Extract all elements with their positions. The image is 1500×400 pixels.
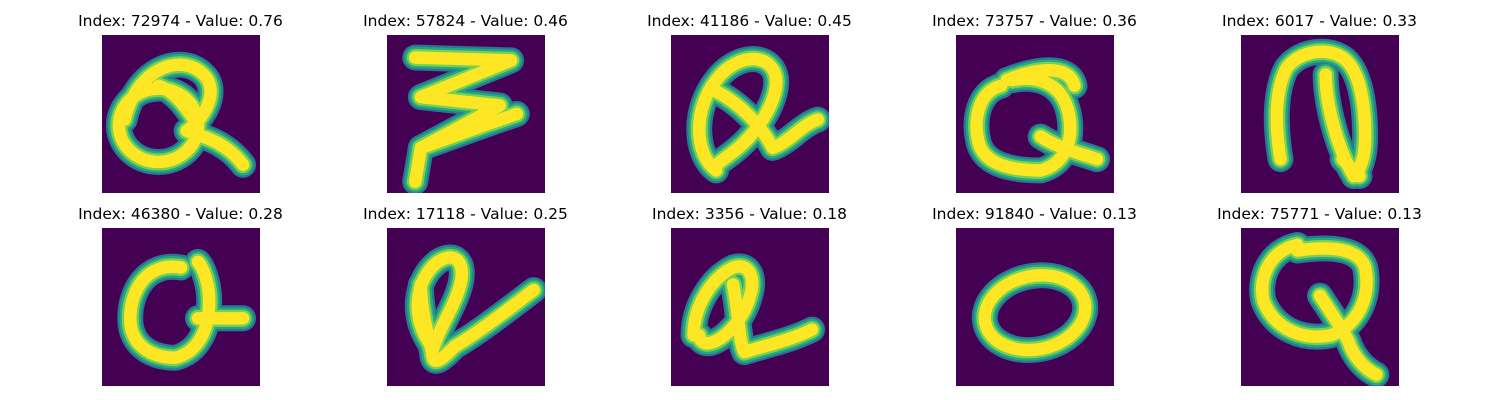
image-panel: Index: 46380 - Value: 0.28	[38, 205, 323, 395]
image-panel: Index: 3356 - Value: 0.18	[607, 205, 892, 395]
image-panel: Index: 41186 - Value: 0.45	[607, 12, 892, 202]
panel-title: Index: 6017 - Value: 0.33	[1222, 12, 1417, 30]
panel-title: Index: 73757 - Value: 0.36	[932, 12, 1137, 30]
image-panel: Index: 91840 - Value: 0.13	[892, 205, 1177, 395]
sample-image	[671, 35, 829, 193]
sample-image	[387, 228, 545, 386]
image-panel: Index: 73757 - Value: 0.36	[892, 12, 1177, 202]
handwritten-q-4-image	[102, 228, 260, 386]
sample-image	[387, 35, 545, 193]
image-panel: Index: 17118 - Value: 0.25	[323, 205, 608, 395]
panel-title: Index: 41186 - Value: 0.45	[647, 12, 852, 30]
panel-title: Index: 91840 - Value: 0.13	[932, 205, 1137, 223]
panel-title: Index: 57824 - Value: 0.46	[363, 12, 568, 30]
handwritten-n-loop-image	[1241, 35, 1399, 193]
handwritten-q-1-image	[102, 35, 260, 193]
handwritten-z-zigzag-image	[387, 35, 545, 193]
sample-image	[671, 228, 829, 386]
sample-image	[1241, 35, 1399, 193]
handwritten-l-loop-2-image	[671, 228, 829, 386]
handwritten-q-3-image	[956, 35, 1114, 193]
image-panel: Index: 57824 - Value: 0.46	[323, 12, 608, 202]
handwritten-q-2-image	[671, 35, 829, 193]
image-panel: Index: 72974 - Value: 0.76	[38, 12, 323, 202]
panel-title: Index: 72974 - Value: 0.76	[78, 12, 283, 30]
panel-title: Index: 17118 - Value: 0.25	[363, 205, 568, 223]
image-panel: Index: 6017 - Value: 0.33	[1177, 12, 1462, 202]
panel-title: Index: 3356 - Value: 0.18	[652, 205, 847, 223]
handwritten-l-loop-image	[387, 228, 545, 386]
handwritten-o-image	[956, 228, 1114, 386]
image-panel: Index: 75771 - Value: 0.13	[1177, 205, 1462, 395]
sample-image	[102, 35, 260, 193]
sample-image	[102, 228, 260, 386]
sample-image	[956, 35, 1114, 193]
sample-image	[1241, 228, 1399, 386]
panel-title: Index: 75771 - Value: 0.13	[1217, 205, 1422, 223]
panel-title: Index: 46380 - Value: 0.28	[78, 205, 283, 223]
sample-image	[956, 228, 1114, 386]
handwritten-q-5-image	[1241, 228, 1399, 386]
